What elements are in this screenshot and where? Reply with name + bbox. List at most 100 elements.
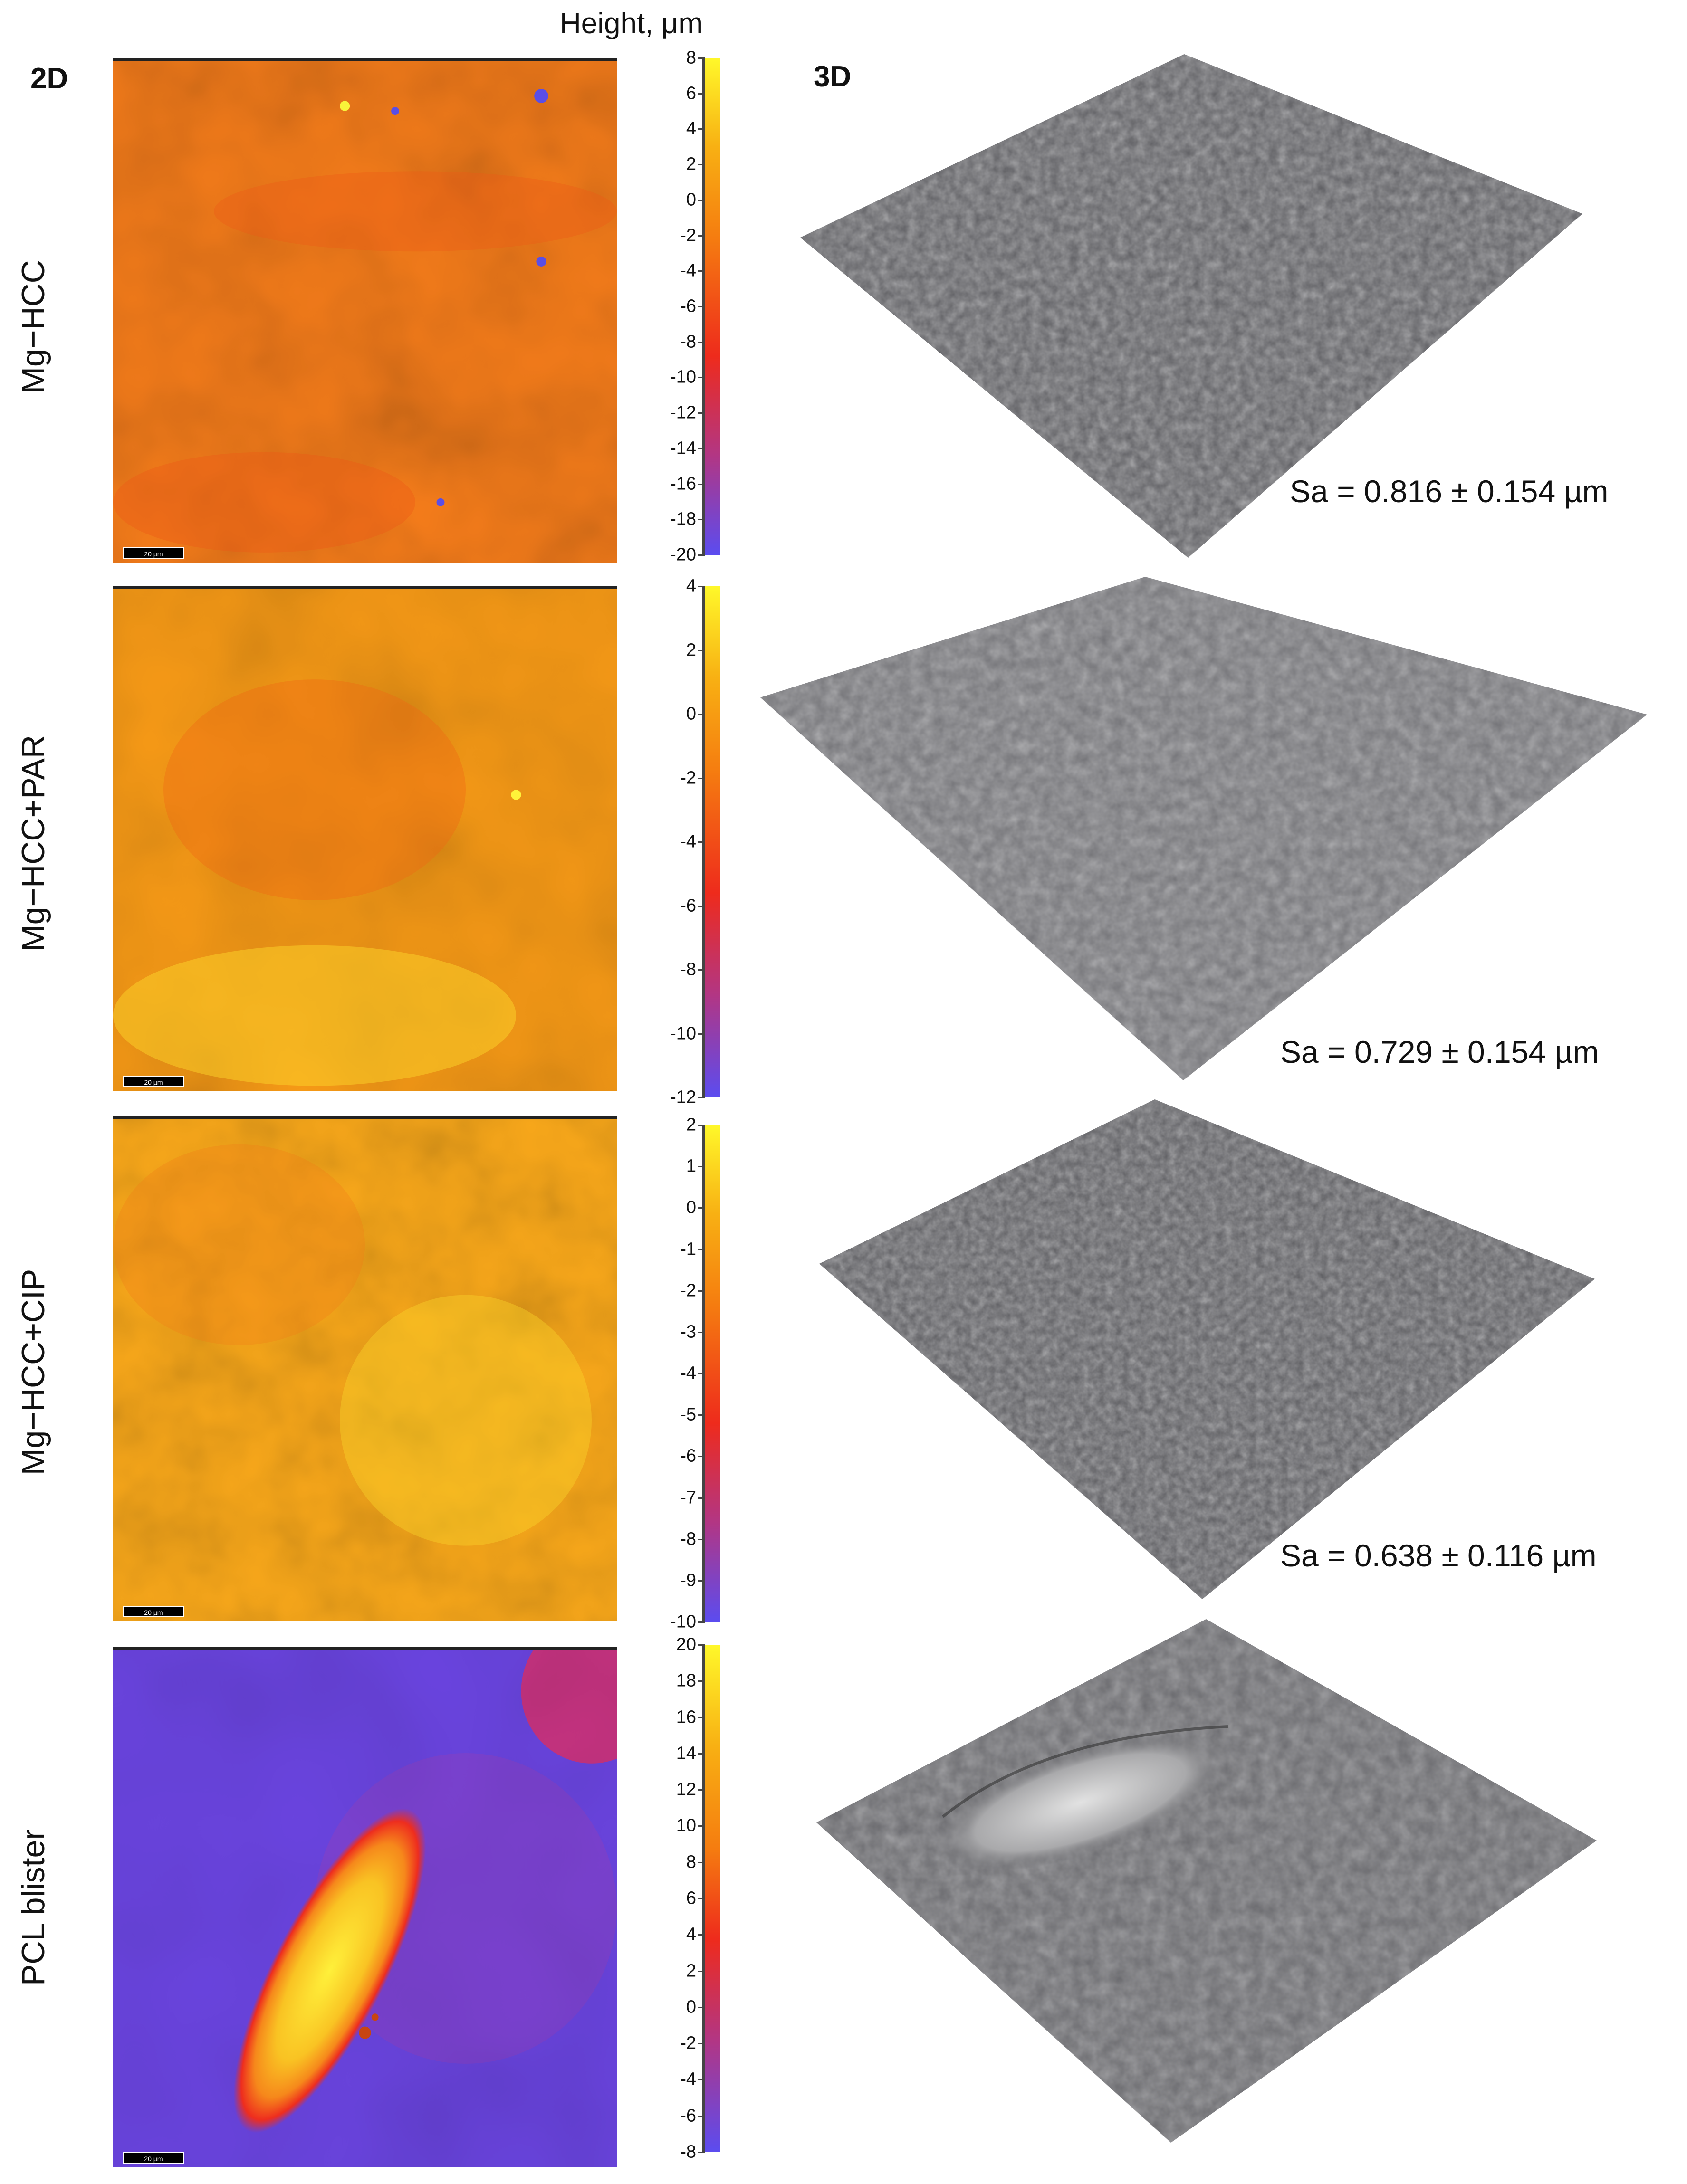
colorbar-tick — [698, 1538, 705, 1540]
height-map-2d-mg-hcc-cip: 20 µm — [113, 1116, 617, 1621]
colorbar-tick — [698, 483, 705, 485]
colorbar-tick — [698, 841, 705, 843]
sa-value-mg-hcc-cip: Sa = 0.638 ± 0.116 µm — [1280, 1538, 1597, 1573]
colorbar-tick-label: 0 — [686, 1997, 696, 2017]
colorbar-tick — [698, 1331, 705, 1333]
colorbar-mg-hcc-par: 4 2 0 -2 -4 -6 -8 -10 -12 — [670, 576, 720, 1107]
colorbar-tick-label: -10 — [670, 367, 696, 387]
colorbar-tick-label: -8 — [680, 332, 696, 352]
colorbar-tick-label: 14 — [676, 1743, 696, 1764]
row-label-mg-hcc-cip: Mg−HCC+CIP — [15, 1268, 51, 1476]
surface-3d-mg-hcc-cip — [813, 1097, 1597, 1601]
colorbar-tick-label: -2 — [680, 2033, 696, 2053]
colorbar-tick-label: -6 — [680, 896, 696, 916]
colorbar-tick-label: 4 — [686, 118, 696, 139]
colorbar-tick — [698, 1680, 705, 1682]
colorbar-tick — [698, 57, 705, 59]
colorbar-tick — [698, 1970, 705, 1972]
colorbar-tick — [698, 1621, 705, 1623]
colorbar-tick — [698, 1249, 705, 1250]
colorbar-tick — [698, 554, 705, 556]
colorbar-tick — [698, 199, 705, 201]
colorbar-tick — [698, 1166, 705, 1168]
colorbar-tick — [698, 1207, 705, 1209]
colorbar-tick — [698, 306, 705, 307]
colorbar-tick — [698, 164, 705, 166]
colorbar-tick — [698, 128, 705, 130]
colorbar-tick-label: -12 — [670, 402, 696, 423]
colorbar-tick-label: -16 — [670, 474, 696, 494]
row-label-pcl-blister: PCL blister — [15, 1829, 51, 1986]
surface-3d-mg-hcc — [794, 52, 1582, 561]
colorbar-tick-label: 12 — [676, 1779, 696, 1800]
colorbar-tick — [698, 1580, 705, 1582]
colorbar-title: Height, μm — [560, 7, 703, 40]
colorbar-tick — [698, 1414, 705, 1416]
colorbar-tick-label: -10 — [670, 1023, 696, 1043]
surface-3d-pcl-blister — [815, 1617, 1599, 2145]
colorbar-tick — [698, 1861, 705, 1863]
colorbar-tick — [698, 1898, 705, 1899]
colorbar-tick — [698, 1825, 705, 1827]
colorbar-tick — [698, 1125, 705, 1126]
header-2d: 2D — [30, 62, 68, 95]
colorbar-tick — [698, 649, 705, 651]
colorbar-tick — [698, 93, 705, 95]
colorbar-mg-hcc: 8 6 4 2 0 -2 -4 -6 -8 -10 -12 -14 -16 -18 -20 — [670, 48, 720, 565]
colorbar-tick-label: -4 — [680, 831, 696, 852]
colorbar-tick-label: 8 — [686, 48, 696, 68]
colorbar-tick — [698, 2152, 705, 2153]
colorbar-tick-label: 10 — [676, 1815, 696, 1836]
colorbar-tick-label: 0 — [686, 1197, 696, 1218]
colorbar-tick-label: -4 — [680, 1363, 696, 1383]
colorbar-tick — [698, 1789, 705, 1791]
colorbar-tick — [698, 2043, 705, 2045]
scale-bar: 20 µm — [123, 1606, 184, 1617]
colorbar-tick — [698, 1497, 705, 1499]
colorbar-tick — [698, 1644, 705, 1646]
row-label-mg-hcc-par: Mg−HCC+PAR — [15, 735, 51, 952]
height-map-2d-mg-hcc-par: 20 µm — [113, 586, 617, 1091]
colorbar-mg-hcc-cip: 2 1 0 -1 -2 -3 -4 -5 -6 -7 -8 -9 -10 — [670, 1115, 720, 1632]
colorbar-tick — [698, 969, 705, 971]
colorbar-tick-label: -18 — [670, 509, 696, 529]
colorbar-tick-label: -4 — [680, 260, 696, 281]
sa-value-mg-hcc: Sa = 0.816 ± 0.154 µm — [1290, 474, 1609, 509]
sa-value-mg-hcc-par: Sa = 0.729 ± 0.154 µm — [1280, 1034, 1599, 1069]
colorbar-tick — [698, 270, 705, 272]
colorbar-tick-label: -8 — [680, 1529, 696, 1549]
colorbar-tick-label: -5 — [680, 1404, 696, 1425]
colorbar-tick — [698, 235, 705, 237]
colorbar-tick-label: 1 — [686, 1156, 696, 1176]
colorbar-tick-label: -1 — [680, 1239, 696, 1259]
colorbar-tick-label: -20 — [670, 544, 696, 565]
colorbar-tick — [698, 2079, 705, 2081]
colorbar-tick-label: 2 — [686, 640, 696, 660]
scale-bar: 20 µm — [123, 2152, 184, 2164]
colorbar-tick-label: -4 — [680, 2069, 696, 2089]
height-map-2d-pcl-blister: 20 µm — [113, 1647, 617, 2167]
height-map-2d-mg-hcc: 20 µm — [113, 58, 617, 563]
colorbar-tick-label: -2 — [680, 1280, 696, 1301]
colorbar-tick-label: 2 — [686, 1961, 696, 1981]
colorbar-tick-label: -8 — [680, 959, 696, 980]
colorbar-tick-label: 18 — [676, 1670, 696, 1691]
colorbar-tick-label: -10 — [670, 1612, 696, 1632]
colorbar-tick-label: -3 — [680, 1322, 696, 1342]
colorbar-tick — [698, 714, 705, 715]
colorbar-tick-label: 20 — [676, 1634, 696, 1655]
colorbar-tick-label: 16 — [676, 1707, 696, 1727]
colorbar-tick-label: -2 — [680, 225, 696, 246]
scale-bar: 20 µm — [123, 547, 184, 559]
colorbar-tick-label: 8 — [686, 1852, 696, 1872]
colorbar-tick-label: -7 — [680, 1488, 696, 1507]
colorbar-tick — [698, 519, 705, 521]
colorbar-tick-label: 6 — [686, 83, 696, 104]
colorbar-tick-label: 6 — [686, 1888, 696, 1908]
colorbar-tick-label: -8 — [680, 2142, 696, 2162]
colorbar-tick-label: -6 — [680, 296, 696, 316]
colorbar-tick-label: 0 — [686, 190, 696, 210]
colorbar-tick-label: -9 — [680, 1570, 696, 1591]
colorbar-tick — [698, 2006, 705, 2008]
colorbar-tick — [698, 777, 705, 779]
